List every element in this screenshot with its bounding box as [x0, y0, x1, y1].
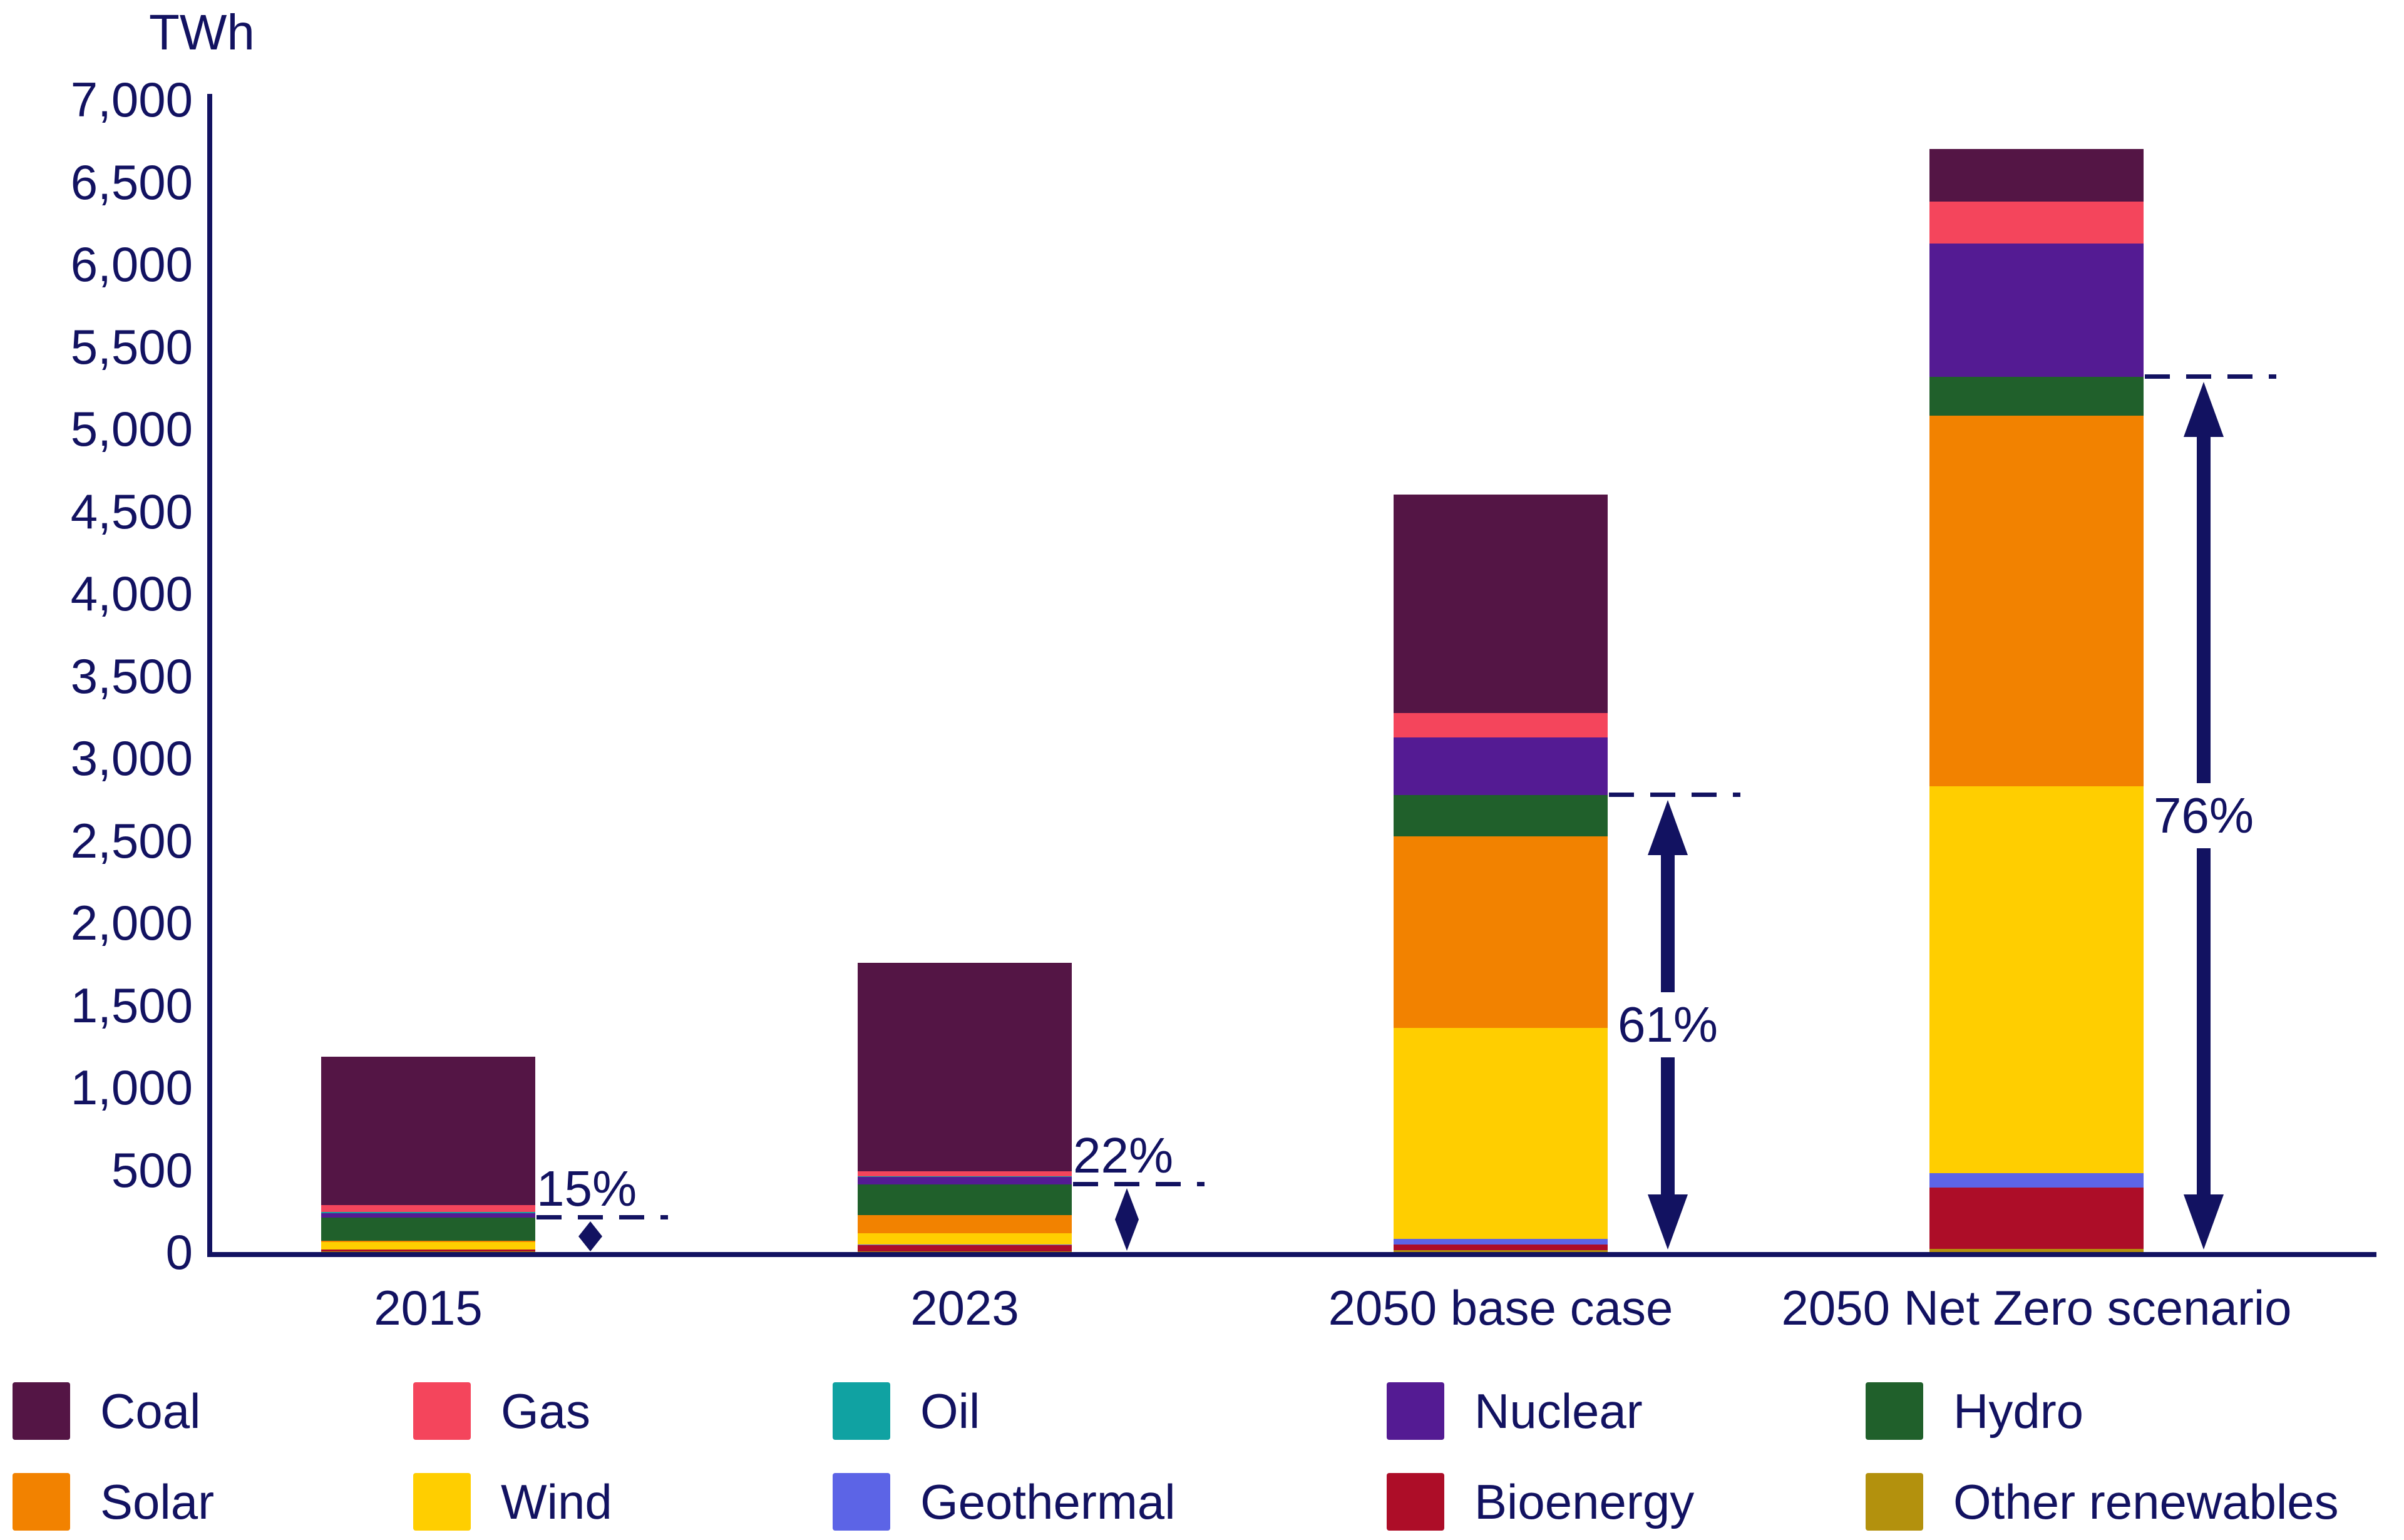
y-axis-title: TWh: [149, 4, 255, 60]
double-arrow-head-down-2050-base-case: [1648, 1194, 1688, 1250]
y-tick-label-1000: 1,000: [70, 1060, 193, 1115]
bar-segment-bioenergy-2050-base-case: [1394, 1245, 1608, 1250]
y-tick-label-4000: 4,000: [70, 566, 193, 621]
double-arrow-head-up-2050-net-zero-scenario: [2184, 382, 2224, 437]
y-tick-label-2500: 2,500: [70, 813, 193, 868]
bar-segment-bioenergy-2015: [321, 1250, 535, 1251]
color-swatch-coal: [13, 1382, 70, 1440]
legend-label-wind: Wind: [501, 1474, 612, 1529]
bar-segment-coal-2015: [321, 1057, 535, 1205]
bar-segment-gas-2050-net-zero-scenario: [1929, 202, 2144, 244]
color-swatch-geothermal: [833, 1473, 890, 1531]
legend-label-bioenergy: Bioenergy: [1474, 1474, 1695, 1529]
y-tick-label-7000: 7,000: [70, 72, 193, 127]
bar-segment-wind-2050-base-case: [1394, 1028, 1608, 1239]
percent-label-2050-base-case: 61%: [1608, 992, 1727, 1057]
y-tick-label-3500: 3,500: [70, 648, 193, 704]
bar-segment-gas-2015: [321, 1205, 535, 1212]
bar-segment-oil-2015: [321, 1212, 535, 1213]
dashed-line-2050-base-case: [1609, 793, 1740, 797]
diamond-arrow-up-2023: [1115, 1188, 1139, 1219]
color-swatch-hydro: [1866, 1382, 1923, 1440]
y-tick-label-1500: 1,500: [70, 977, 193, 1033]
color-swatch-gas: [413, 1382, 471, 1440]
bar-segment-hydro-2023: [858, 1184, 1072, 1215]
percent-label-2023: 22%: [1073, 1127, 1174, 1183]
bar-segment-solar-2015: [321, 1241, 535, 1242]
bar-segment-bioenergy-2050-net-zero-scenario: [1929, 1188, 2144, 1249]
bar-segment-geothermal-2050-base-case: [1394, 1239, 1608, 1245]
double-arrow-head-down-2050-net-zero-scenario: [2184, 1194, 2224, 1250]
bar-segment-solar-2023: [858, 1215, 1072, 1233]
double-arrow-head-up-2050-base-case: [1648, 800, 1688, 855]
x-axis-line: [207, 1252, 2376, 1257]
color-swatch-oil: [833, 1382, 890, 1440]
x-category-label-2050-net-zero-scenario: 2050 Net Zero scenario: [1781, 1280, 2292, 1335]
bar-segment-hydro-2050-net-zero-scenario: [1929, 377, 2144, 416]
bar-segment-hydro-2050-base-case: [1394, 795, 1608, 836]
legend-label-other-renewables: Other renewables: [1953, 1474, 2339, 1529]
color-swatch-nuclear: [1387, 1382, 1444, 1440]
y-tick-label-4500: 4,500: [70, 483, 193, 539]
color-swatch-solar: [13, 1473, 70, 1531]
bar-segment-wind-2050-net-zero-scenario: [1929, 786, 2144, 1173]
x-category-label-2050-base-case: 2050 base case: [1328, 1280, 1673, 1335]
y-tick-label-500: 500: [111, 1142, 193, 1198]
legend-label-nuclear: Nuclear: [1474, 1383, 1643, 1439]
diamond-arrow-up-2015: [578, 1221, 602, 1236]
y-tick-label-6500: 6,500: [70, 154, 193, 210]
bar-segment-gas-2023: [858, 1171, 1072, 1176]
y-tick-label-5500: 5,500: [70, 319, 193, 374]
dashed-line-2050-net-zero-scenario: [2145, 374, 2276, 379]
x-category-label-2023: 2023: [910, 1280, 1019, 1335]
percent-label-2015: 15%: [537, 1161, 637, 1216]
bar-segment-solar-2050-base-case: [1394, 836, 1608, 1028]
y-tick-label-6000: 6,000: [70, 237, 193, 292]
color-swatch-wind: [413, 1473, 471, 1531]
bar-segment-nuclear-2050-net-zero-scenario: [1929, 244, 2144, 377]
dashed-line-2023: [1073, 1182, 1205, 1186]
legend-label-solar: Solar: [100, 1474, 215, 1529]
bar-segment-coal-2050-base-case: [1394, 495, 1608, 713]
bar-segment-nuclear-2015: [321, 1213, 535, 1218]
x-category-label-2015: 2015: [374, 1280, 483, 1335]
bar-segment-nuclear-2023: [858, 1177, 1072, 1184]
bar-segment-oil-2023: [858, 1176, 1072, 1177]
bar-segment-coal-2050-net-zero-scenario: [1929, 149, 2144, 202]
y-tick-label-3000: 3,000: [70, 731, 193, 786]
y-tick-label-2000: 2,000: [70, 895, 193, 950]
dashed-line-2015: [537, 1215, 668, 1219]
color-swatch-bioenergy: [1387, 1473, 1444, 1531]
bar-segment-wind-2023: [858, 1233, 1072, 1245]
bar-segment-other-renewables-2015: [321, 1251, 535, 1252]
bar-segment-nuclear-2050-base-case: [1394, 737, 1608, 795]
legend-label-oil: Oil: [920, 1383, 980, 1439]
diamond-arrow-down-2023: [1115, 1219, 1139, 1251]
legend-label-hydro: Hydro: [1953, 1383, 2084, 1439]
bar-segment-solar-2050-net-zero-scenario: [1929, 416, 2144, 786]
bar-segment-coal-2023: [858, 963, 1072, 1171]
bar-segment-other-renewables-2050-net-zero-scenario: [1929, 1249, 2144, 1252]
bar-segment-geothermal-2050-net-zero-scenario: [1929, 1173, 2144, 1188]
y-axis-line: [207, 94, 212, 1257]
percent-label-2050-net-zero-scenario: 76%: [2144, 783, 2263, 848]
bar-segment-wind-2015: [321, 1242, 535, 1250]
color-swatch-other-renewables: [1866, 1473, 1923, 1531]
diamond-arrow-down-2015: [578, 1236, 602, 1251]
bar-segment-gas-2050-base-case: [1394, 713, 1608, 737]
bar-segment-other-renewables-2050-base-case: [1394, 1250, 1608, 1252]
legend-label-geothermal: Geothermal: [920, 1474, 1176, 1529]
bar-segment-bioenergy-2023: [858, 1245, 1072, 1251]
bar-segment-other-renewables-2023: [858, 1251, 1072, 1252]
y-tick-label-0: 0: [165, 1224, 193, 1280]
legend-label-gas: Gas: [501, 1383, 591, 1439]
y-tick-label-5000: 5,000: [70, 401, 193, 456]
legend-label-coal: Coal: [100, 1383, 201, 1439]
bar-segment-hydro-2015: [321, 1218, 535, 1241]
